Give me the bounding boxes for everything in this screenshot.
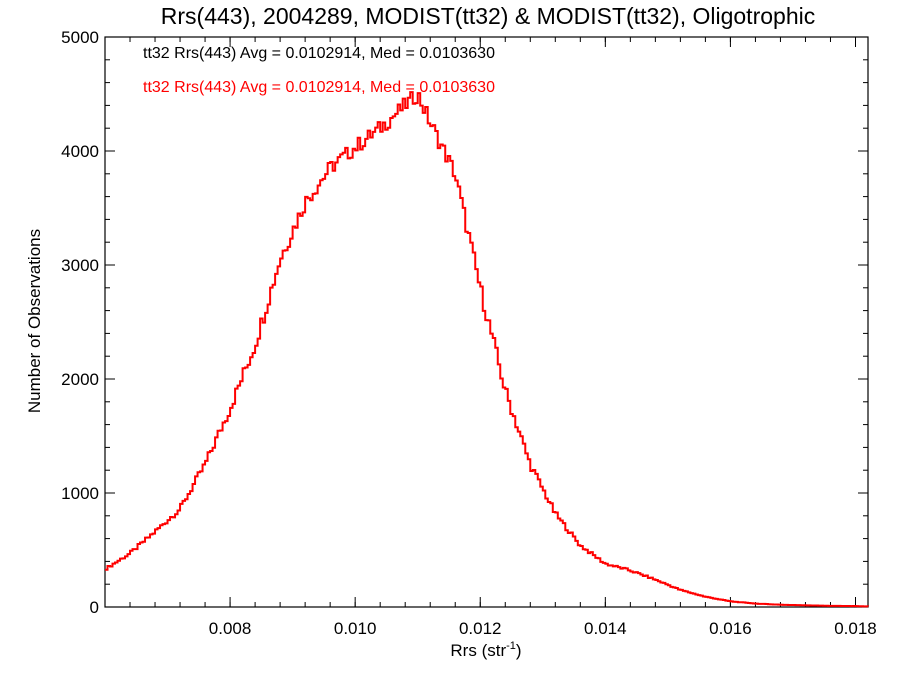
y-tick-label: 1000 <box>61 484 99 503</box>
x-axis-label-superscript: -1 <box>506 640 516 652</box>
y-tick-label: 0 <box>90 598 99 617</box>
x-tick-label: 0.018 <box>834 619 877 638</box>
y-axis: 0 1000 2000 3000 4000 5000 <box>61 28 868 617</box>
plot-frame <box>104 36 869 608</box>
y-tick-label: 2000 <box>61 370 99 389</box>
annotation-red: tt32 Rrs(443) Avg = 0.0102914, Med = 0.0… <box>143 79 495 96</box>
y-axis-label: Number of Observations <box>25 229 44 413</box>
y-tick-label: 5000 <box>61 28 99 47</box>
x-tick-label: 0.014 <box>584 619 627 638</box>
x-axis-label: Rrs (str-1) <box>450 640 521 660</box>
x-tick-label: 0.008 <box>209 619 252 638</box>
x-tick-label: 0.010 <box>334 619 377 638</box>
y-tick-label: 3000 <box>61 256 99 275</box>
y-tick-label: 4000 <box>61 142 99 161</box>
chart-title: Rrs(443), 2004289, MODIST(tt32) & MODIST… <box>161 3 815 29</box>
x-tick-label: 0.012 <box>459 619 502 638</box>
x-axis-label-main: Rrs (str <box>450 641 506 660</box>
x-axis-label-close: ) <box>516 641 522 660</box>
histogram-series-line <box>105 91 869 608</box>
x-axis: 0.008 0.010 0.012 0.014 0.016 0.018 <box>129 37 877 638</box>
annotation-black: tt32 Rrs(443) Avg = 0.0102914, Med = 0.0… <box>143 45 495 62</box>
x-tick-label: 0.016 <box>709 619 752 638</box>
